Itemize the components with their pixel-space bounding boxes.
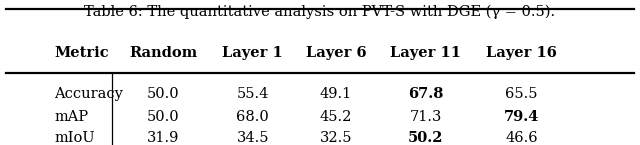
Text: mAP: mAP (54, 110, 88, 124)
Text: Layer 1: Layer 1 (223, 46, 283, 60)
Text: 50.0: 50.0 (147, 110, 179, 124)
Text: Random: Random (129, 46, 197, 60)
Text: mIoU: mIoU (54, 132, 95, 145)
Text: 67.8: 67.8 (408, 87, 444, 100)
Text: 49.1: 49.1 (320, 87, 352, 100)
Text: Table 6: The quantitative analysis on PVT-S with DGE (γ = 0.5).: Table 6: The quantitative analysis on PV… (84, 4, 556, 19)
Text: 55.4: 55.4 (237, 87, 269, 100)
Text: Layer 6: Layer 6 (306, 46, 366, 60)
Text: 50.0: 50.0 (147, 87, 179, 100)
Text: 46.6: 46.6 (506, 132, 538, 145)
Text: Layer 11: Layer 11 (390, 46, 461, 60)
Text: 45.2: 45.2 (320, 110, 352, 124)
Text: 34.5: 34.5 (237, 132, 269, 145)
Text: 79.4: 79.4 (504, 110, 540, 124)
Text: 31.9: 31.9 (147, 132, 179, 145)
Text: Layer 16: Layer 16 (486, 46, 557, 60)
Text: Accuracy: Accuracy (54, 87, 124, 100)
Text: Metric: Metric (54, 46, 109, 60)
Text: 68.0: 68.0 (236, 110, 269, 124)
Text: 32.5: 32.5 (320, 132, 352, 145)
Text: 65.5: 65.5 (506, 87, 538, 100)
Text: 50.2: 50.2 (408, 132, 444, 145)
Text: 71.3: 71.3 (410, 110, 442, 124)
